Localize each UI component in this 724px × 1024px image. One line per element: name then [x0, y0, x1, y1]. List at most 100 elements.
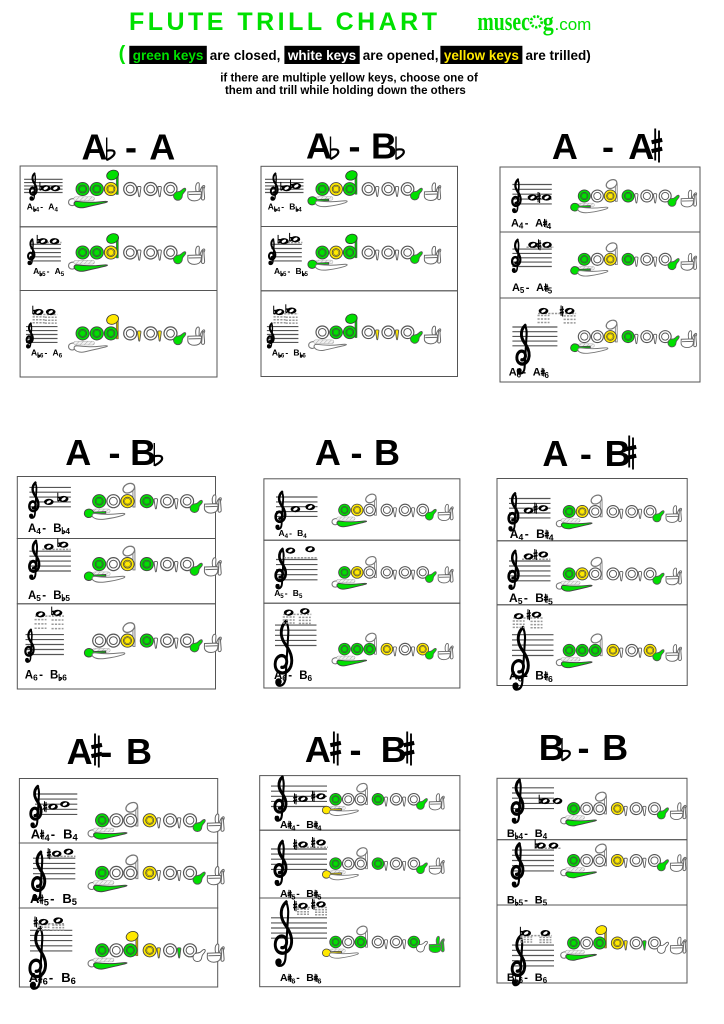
svg-text:white keys: white keys: [287, 48, 356, 63]
svg-text:4: 4: [519, 532, 524, 542]
svg-text:5: 5: [548, 287, 553, 296]
svg-text:A: A: [535, 218, 543, 230]
svg-text:-: -: [39, 670, 43, 682]
svg-text:B: B: [306, 888, 314, 900]
svg-text:4: 4: [519, 832, 524, 841]
svg-text:4: 4: [547, 222, 552, 231]
svg-text:A: A: [31, 348, 37, 358]
svg-text:4: 4: [45, 833, 51, 843]
svg-text:A: A: [67, 731, 93, 772]
svg-text:4: 4: [36, 207, 40, 214]
svg-text:6: 6: [548, 674, 553, 684]
svg-text:5: 5: [299, 593, 303, 600]
svg-text:if there are multiple yellow k: if there are multiple yellow keys, choos…: [220, 73, 478, 85]
svg-text:-: -: [285, 588, 288, 598]
svg-text:-: -: [49, 970, 53, 985]
svg-text:B: B: [535, 828, 543, 840]
svg-text:-: -: [524, 828, 528, 840]
svg-text:A: A: [552, 126, 578, 167]
svg-text:-: -: [50, 891, 54, 906]
svg-text:5: 5: [42, 271, 46, 278]
svg-text:4: 4: [519, 222, 524, 231]
svg-text:(: (: [119, 43, 126, 65]
svg-text:-: -: [524, 591, 528, 605]
svg-text:A: A: [509, 367, 517, 379]
svg-text:B: B: [602, 727, 628, 768]
svg-text:are closed,: are closed,: [210, 48, 281, 63]
svg-text:-: -: [100, 731, 112, 772]
svg-text:-: -: [40, 202, 43, 212]
svg-text:A: A: [315, 432, 341, 473]
svg-text:4: 4: [73, 833, 79, 843]
svg-text:5: 5: [283, 271, 287, 278]
svg-text:FLUTE TRILL CHART: FLUTE TRILL CHART: [129, 8, 437, 36]
svg-text:B: B: [507, 972, 515, 984]
svg-text:6: 6: [545, 371, 550, 380]
svg-text:-: -: [296, 972, 300, 984]
svg-text:B: B: [374, 432, 400, 473]
svg-text:are opened,: are opened,: [363, 48, 439, 63]
svg-text:-: -: [351, 432, 363, 473]
svg-text:6: 6: [59, 353, 63, 360]
svg-text:5: 5: [317, 893, 321, 902]
svg-text:A: A: [512, 282, 520, 294]
svg-text:A: A: [509, 669, 518, 683]
svg-text:-: -: [42, 590, 46, 602]
svg-text:4: 4: [285, 533, 289, 540]
svg-text:B: B: [297, 528, 303, 538]
svg-text:5: 5: [44, 898, 49, 908]
svg-text:B: B: [50, 670, 58, 682]
svg-text:-: -: [580, 433, 592, 474]
svg-text:B: B: [371, 126, 397, 167]
svg-text:B: B: [306, 972, 314, 984]
svg-text:B: B: [126, 731, 152, 772]
svg-text:-: -: [524, 669, 528, 683]
svg-text:5: 5: [543, 899, 548, 908]
svg-text:A: A: [628, 126, 654, 167]
svg-text:A: A: [27, 202, 33, 212]
svg-text:B: B: [293, 588, 299, 598]
svg-text:5: 5: [305, 271, 309, 278]
svg-text:B: B: [605, 433, 631, 474]
svg-text:A: A: [305, 729, 331, 770]
svg-text:A: A: [306, 126, 332, 167]
svg-text:A: A: [31, 827, 41, 842]
svg-text:-: -: [524, 895, 528, 907]
svg-text:B: B: [539, 727, 565, 768]
svg-text:A: A: [28, 523, 36, 535]
svg-text:6: 6: [40, 353, 44, 360]
svg-text:A: A: [533, 367, 541, 379]
svg-text:B: B: [535, 669, 544, 683]
svg-text:A: A: [280, 972, 288, 984]
svg-text:6: 6: [317, 977, 321, 986]
svg-text:A: A: [25, 670, 33, 682]
svg-text:A: A: [29, 970, 39, 985]
svg-text:B: B: [62, 891, 71, 906]
svg-text:5: 5: [36, 594, 41, 603]
svg-text:A: A: [149, 127, 175, 168]
svg-text:B: B: [535, 591, 544, 605]
svg-text:4: 4: [65, 527, 70, 536]
svg-text:A: A: [48, 202, 54, 212]
svg-text:5: 5: [291, 893, 295, 902]
svg-text:-: -: [524, 972, 528, 984]
svg-text:4: 4: [317, 824, 322, 833]
svg-text:6: 6: [308, 674, 313, 683]
svg-text:-: -: [525, 527, 529, 541]
svg-text:6: 6: [518, 674, 523, 684]
svg-text:-: -: [522, 367, 526, 379]
svg-text:A: A: [279, 528, 285, 538]
svg-text:A: A: [274, 670, 282, 682]
svg-text:6: 6: [282, 674, 287, 683]
svg-text:-: -: [525, 218, 529, 230]
svg-text:-: -: [125, 127, 137, 168]
svg-text:A: A: [30, 891, 40, 906]
svg-text:4: 4: [549, 533, 554, 543]
svg-text:B: B: [381, 729, 407, 770]
svg-text:.com: .com: [555, 15, 592, 34]
svg-text:5: 5: [65, 594, 70, 603]
svg-text:-: -: [296, 819, 300, 831]
svg-text:B: B: [535, 972, 543, 984]
svg-text:A: A: [536, 282, 544, 294]
svg-text:-: -: [296, 888, 300, 900]
